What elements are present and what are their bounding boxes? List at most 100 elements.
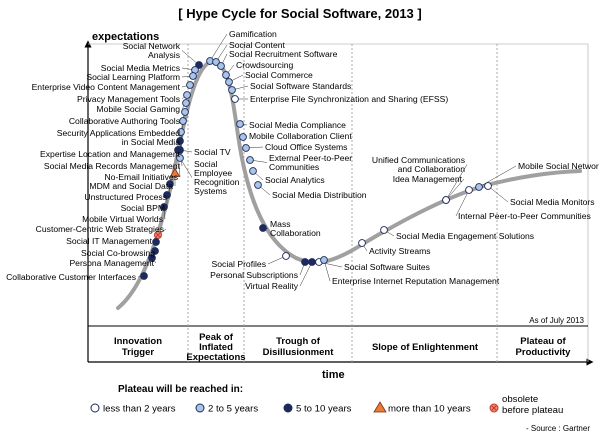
dot-social-it-management [152,238,160,246]
dot-mobile-social-networks [475,183,483,191]
dot-idea-management [442,196,450,204]
legend-lt2-label: less than 2 years [103,404,176,415]
label-social-learning-platform: Social Learning Platform [86,72,180,82]
label-collaborative-customer-interfaces: Collaborative Customer Interfaces [6,272,136,282]
label-collaborative-authoring-tools: Collaborative Authoring Tools [69,116,180,126]
dot-social-learning-platform [189,72,197,80]
label-external-peer-to-peer-communities: External Peer-to-Peer Communities [269,153,352,172]
label-personal-subscriptions: Personal Subscriptions [210,270,298,280]
dot-cross-customer-centric-web-strategies [155,232,161,238]
chart-title: [ Hype Cycle for Social Software, 2013 ] [178,6,421,21]
dot-social-bpm [163,191,171,199]
label-social-it-management: Social IT Management [66,236,152,246]
label-idea-management: Idea Management [393,174,463,184]
label-social-employee-recognition-systems: Social Employee Recognition Systems [194,159,240,196]
dot-social-media-engagement-solutions [380,226,388,234]
dot-persona-management [148,254,156,262]
label-unstructured-process: Unstructured Process [84,192,167,202]
legend-obsolete-cross [491,405,497,411]
label-mobile-social-gaming: Mobile Social Gaming [96,104,180,114]
label-social-analytics: Social Analytics [265,175,325,185]
dot-social-media-distribution [254,181,262,189]
label-cloud-office-systems: Cloud Office Systems [265,142,347,152]
legend-2to5-label: 2 to 5 years [208,404,258,415]
dot-social-commerce [225,78,233,86]
leader-idea-management [445,178,465,201]
leader-no-email-initiatives [177,149,181,178]
label-social-media-metrics: Social Media Metrics [101,63,180,73]
label-unified-communications-and-collaboration: Unified Communications and Collaboration [372,155,465,174]
dot-social-profiles [282,252,290,260]
legend-lt2-marker [90,403,100,413]
dot-unstructured-process [166,180,174,188]
legend-gt10-label: more than 10 years [388,404,471,415]
legend-5to10-marker [283,403,293,413]
label-social-media-engagement-solutions: Social Media Engagement Solutions [396,231,534,241]
legend-2to5-marker [195,403,205,413]
label-social-co-browsing: Social Co-browsing [81,248,155,258]
technology-dots [140,57,492,280]
dot-cloud-office-systems [242,144,250,152]
label-social-profiles: Social Profiles [212,259,266,269]
dot-mdm-and-social-data [169,167,181,177]
dot-privacy-management-tools [183,91,191,99]
label-social-media-monitors: Social Media Monitors [510,197,595,207]
dot-social-employee-recognition-systems [176,154,184,162]
leader-internal-peer-to-peer-communities [455,189,470,217]
leader-social-media-monitors [487,185,509,203]
label-social-network-analysis: Social Network Analysis [123,41,181,60]
label-mdm-and-social-data: MDM and Social Data [89,181,173,191]
x-axis-label: time [322,369,345,381]
label-social-tv: Social TV [194,147,231,157]
label-social-software-standards: Social Software Standards [250,81,351,91]
label-privacy-management-tools: Privacy Management Tools [77,94,180,104]
leader-virtual-reality [299,261,313,287]
source-note: - Source : Gartner [526,424,590,433]
phase-peak: Peak of Inflated Expectations [186,332,245,363]
label-mobile-virtual-worlds: Mobile Virtual Worlds [82,214,163,224]
label-social-media-distribution: Social Media Distribution [272,190,367,200]
dot-collaborative-customer-interfaces [140,272,148,280]
label-crowdsourcing: Crowdsourcing [236,60,294,70]
label-mass-collaboration: Mass Collaboration [270,219,321,238]
dot-personal-subscriptions [301,258,309,266]
dot-social-analytics [249,167,257,175]
label-social-commerce: Social Commerce [245,70,313,80]
dot-activity-streams [358,239,366,247]
phase-plateau: Plateau of Productivity [516,336,572,358]
legend-title: Plateau will be reached in: [118,384,243,395]
label-social-content: Social Content [229,40,286,50]
label-social-media-compliance: Social Media Compliance [249,120,346,130]
dot-internal-peer-to-peer-communities [465,186,473,194]
label-no-email-initiatives: No-Email Initiatives [104,172,178,182]
dot-external-peer-to-peer-communities [246,156,254,164]
phase-trough: Trough of Disillusionment [263,336,335,358]
dot-social-tv [176,146,184,154]
dot-crowdsourcing [222,71,230,79]
dot-mobile-collaboration-client [239,133,247,141]
dot-expertise-location-and-management [177,128,185,136]
label-social-software-suites: Social Software Suites [344,262,430,272]
label-enterprise-internet-reputation-management: Enterprise Internet Reputation Managemen… [332,276,500,286]
dot-social-network-analysis [195,61,203,69]
label-security-applications-embedded-in-social-media: Security Applications Embedded in Social … [57,128,180,147]
dot-enterprise-file-synchronization-and-sharing-efss [231,95,239,103]
dot-social-software-standards [228,86,236,94]
dot-social-content [212,58,220,66]
label-social-media-records-management: Social Media Records Management [44,161,181,171]
dot-social-media-monitors [484,182,492,190]
label-gamification: Gamification [229,29,277,39]
phase-innovation-trigger: Innovation Trigger [114,336,162,358]
legend-gt10-marker [373,401,387,413]
label-social-recruitment-software: Social Recruitment Software [229,49,338,59]
dot-social-media-compliance [236,120,244,128]
dot-enterprise-internet-reputation-management [320,256,328,264]
label-social-bpm: Social BPM [121,203,165,213]
leader-gamification [209,33,228,62]
label-internal-peer-to-peer-communities: Internal Peer-to-Peer Communities [458,211,591,221]
y-axis-label: expectations [92,31,159,43]
label-persona-management: Persona Management [69,258,154,268]
legend-5to10-label: 5 to 10 years [296,404,352,415]
dot-security-applications-embedded-in-social-media [179,117,187,125]
dot-social-co-browsing [151,247,159,255]
